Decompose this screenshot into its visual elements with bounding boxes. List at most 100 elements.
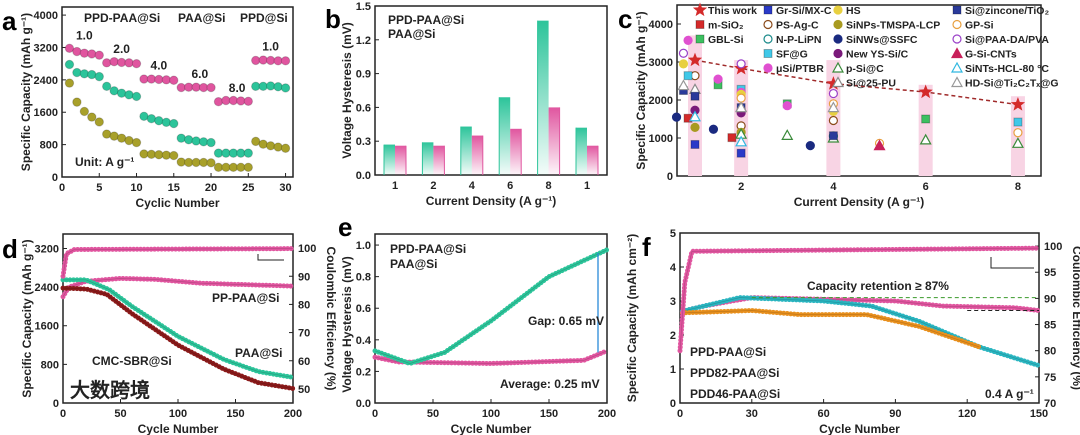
y-tick-label: 3200 [34, 42, 58, 54]
y-tick-label: 0 [670, 398, 676, 410]
data-point [280, 83, 291, 93]
y-tick-label: 0.9 [356, 69, 371, 81]
data-point [828, 88, 838, 99]
bar-PAA@Si [499, 97, 511, 175]
x-axis-title: Cycle Number [819, 422, 900, 435]
x-tick-label: 30 [279, 182, 291, 194]
x-tick-label: 5 [96, 182, 102, 194]
legend-marker [695, 20, 705, 29]
series-line-PDD46-PAA@Si [679, 308, 982, 350]
series-label: PP-PAA@Si [212, 291, 280, 305]
legend-entry: PPD82-PAA@Si [690, 366, 780, 380]
legend-marker [952, 5, 962, 15]
y-tick-label: 1.0 [356, 240, 371, 252]
bar-PAA@Si [422, 142, 434, 175]
x-axis-title: Cycle Number [451, 422, 532, 435]
data-point [243, 148, 253, 158]
average-label: Average: 0.25 mV [500, 377, 600, 391]
y-tick-label: 2 [670, 330, 676, 342]
legend-entry: Si@25-PU [846, 78, 896, 90]
x-tick-label: 2 [430, 180, 436, 192]
plot-frame-b [374, 5, 608, 176]
series-line-CE [677, 245, 1042, 354]
legend-marker [831, 61, 845, 73]
data-point [72, 46, 82, 57]
bar-PAA@Si [384, 144, 395, 175]
legend-entry: Si@zincone/TiO₂ [965, 5, 1049, 17]
data-point [79, 106, 90, 117]
highlight-band [918, 84, 933, 176]
data-point [678, 59, 689, 69]
data-point [169, 150, 179, 161]
x-tick-label: 25 [242, 182, 254, 194]
y-tick-label: 800 [40, 140, 58, 152]
y2-tick-label: 90 [1044, 293, 1056, 305]
series-line-core [63, 279, 294, 378]
y2-tick-label: 80 [298, 299, 310, 311]
rate-label: 6.0 [192, 67, 209, 81]
legend-marker [833, 5, 843, 15]
y-tick-label: 0.6 [356, 303, 371, 315]
x-tick-label: 90 [889, 408, 901, 420]
data-point [873, 139, 886, 151]
y-tick-label: 3200 [35, 243, 59, 255]
y-tick-label: 0 [667, 171, 673, 183]
y-tick-label: 1600 [34, 107, 58, 119]
data-point [116, 88, 127, 98]
legend-entry: p-Si@C [846, 63, 884, 75]
legend-entry: PPD@Si [240, 11, 288, 25]
data-point [102, 81, 112, 92]
y2-tick-label: 100 [298, 243, 316, 255]
legend-entry: PPD-PAA@Si [690, 345, 766, 359]
bar-PPD-PAA@Si [548, 107, 560, 175]
y-axis-title: Voltage Hysteresis (mV) [340, 256, 354, 393]
bar-PPD-PAA@Si [433, 145, 445, 175]
series-line-core [62, 287, 294, 389]
series-line-core [62, 278, 294, 297]
legend-entry: PAA@Si [390, 257, 437, 271]
x-tick-label: 0 [677, 408, 683, 420]
data-point [735, 135, 748, 147]
series-line-PP-PAA@Si [60, 275, 296, 300]
gap-label: Gap: 0.65 mV [528, 314, 604, 328]
y-axis-title: Specific Capacity (mAh g⁻¹) [634, 11, 648, 169]
y-axis-title: Voltage Hysteresis (mV) [340, 22, 354, 159]
y2-tick-label: 50 [298, 384, 310, 396]
panel-label-e: e [338, 212, 352, 242]
x-tick-label: 100 [169, 408, 187, 420]
legend-marker [952, 34, 962, 44]
y2-axis-title: Coulombic Efficiency (%) [1070, 246, 1080, 390]
data-point [258, 139, 268, 149]
data-point [687, 52, 703, 67]
y2-tick-label: 70 [298, 328, 310, 340]
bar-PPD-PAA@Si [395, 145, 406, 175]
series-line-PPD-PAA@Si [372, 348, 610, 367]
legend-entry: HS [846, 5, 861, 17]
legend-entry: GP-Si [965, 20, 994, 32]
data-point [1010, 97, 1026, 111]
watermark: 大数跨境 [70, 378, 150, 402]
data-point [690, 122, 700, 132]
y-tick-label: 3000 [649, 57, 673, 69]
x-tick-label: 0 [59, 182, 65, 194]
data-point [243, 96, 253, 107]
bar-PPD-PAA@Si [471, 135, 483, 175]
axis-arrow [990, 257, 1034, 269]
data-point [727, 133, 737, 143]
x-tick-label: 50 [427, 408, 439, 420]
legend-entry: HD-Si@Ti₂C₂Tₓ@G [965, 78, 1059, 90]
data-point [736, 59, 746, 69]
y2-tick-label: 100 [1044, 241, 1062, 253]
y-tick-label: 0.8 [356, 272, 371, 284]
unit-label: Unit: A g⁻¹ [75, 155, 134, 169]
legend-entry: PAA@Si [178, 11, 225, 25]
legend-entry: PS-Ag-C [776, 20, 819, 32]
y-tick-label: 1.2 [356, 35, 371, 47]
y2-tick-label: 75 [1044, 372, 1056, 384]
data-point [805, 141, 815, 151]
data-point [921, 114, 931, 124]
series-line-core [682, 310, 980, 348]
legend-entry: This work [708, 5, 757, 17]
data-point [64, 78, 75, 88]
data-point [280, 143, 291, 153]
